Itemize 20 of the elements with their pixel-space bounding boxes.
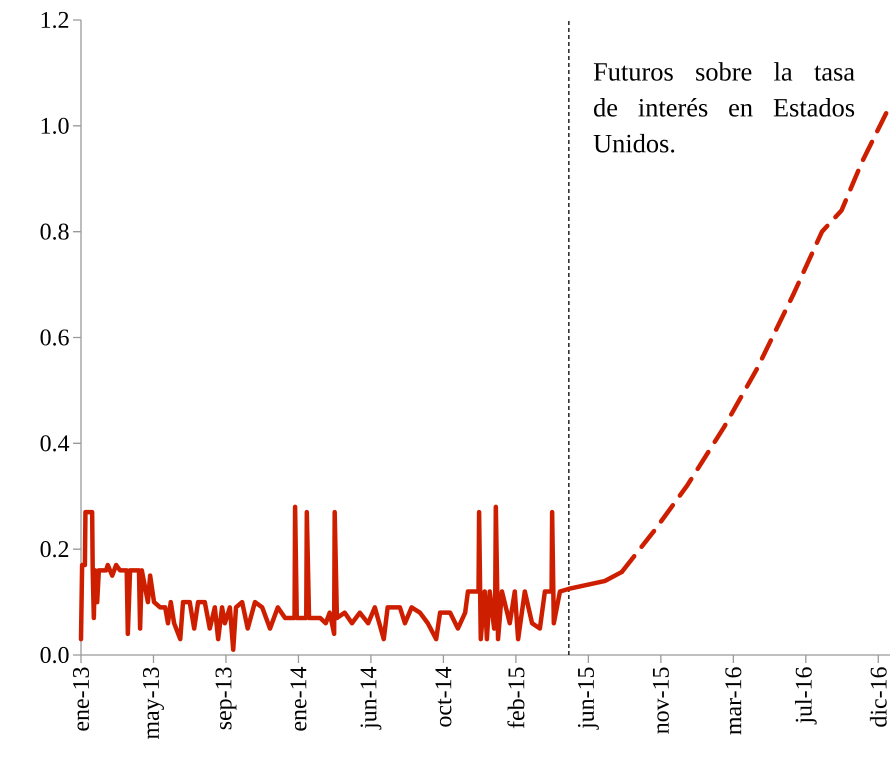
x-tick-label: feb-15 bbox=[507, 667, 524, 728]
x-tick-label: jul-16 bbox=[794, 667, 817, 724]
x-tick-label: may-13 bbox=[142, 667, 164, 740]
y-tick-label: 1.2 bbox=[42, 12, 68, 28]
y-tick-label: 1.0 bbox=[42, 118, 69, 134]
x-tick-label: sep-13 bbox=[216, 667, 236, 730]
y-tick-label: 0.2 bbox=[40, 541, 68, 558]
x-tick-label: mar-16 bbox=[725, 667, 742, 735]
x-tick-label: oct-14 bbox=[435, 666, 452, 727]
x-tick-label: ene-14 bbox=[290, 666, 306, 731]
x-tick-label: dic-16 bbox=[870, 667, 887, 727]
y-tick-label: 0.0 bbox=[40, 646, 69, 664]
annotation: Futuros sobre la tasa de interés en Estados Unidos. bbox=[594, 62, 855, 153]
x-tick-label: jun-14 bbox=[360, 666, 382, 730]
y-tick-label: 0.8 bbox=[40, 224, 69, 240]
x-tick-label: ene-13 bbox=[72, 667, 90, 731]
y-tick-label: 0.4 bbox=[40, 435, 70, 452]
x-tick-label: jun-15 bbox=[578, 667, 599, 730]
y-tick-label: 0.6 bbox=[40, 329, 69, 346]
x-tick-label: nov-15 bbox=[652, 667, 669, 734]
